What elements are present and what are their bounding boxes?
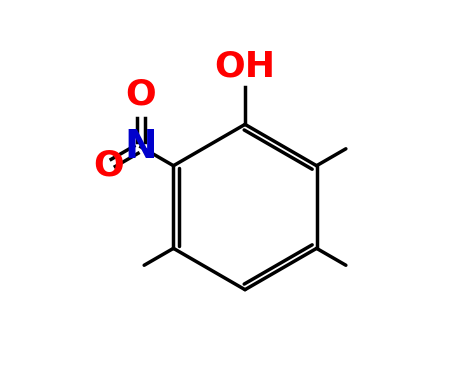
Text: O: O: [125, 77, 156, 111]
Text: O: O: [93, 149, 124, 183]
Text: OH: OH: [214, 49, 276, 83]
Text: N: N: [124, 128, 157, 166]
